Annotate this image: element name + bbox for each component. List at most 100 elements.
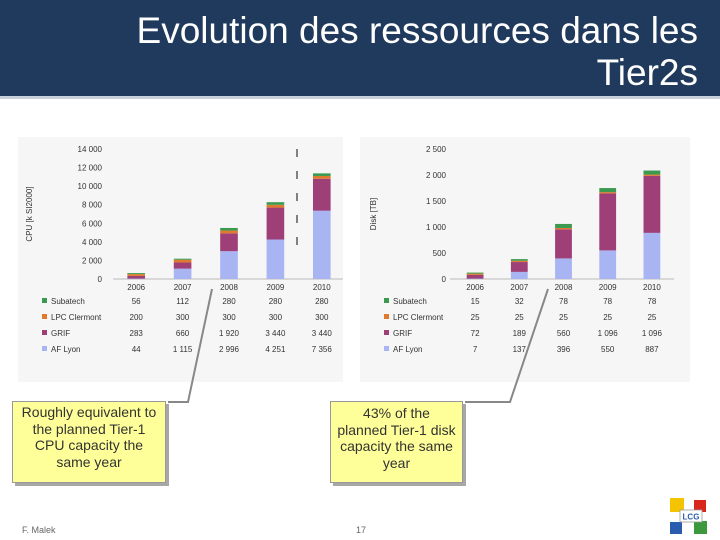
data-label: 550: [601, 345, 615, 354]
bar-segment: [510, 260, 528, 263]
legend-swatch: [384, 346, 389, 351]
data-label: 3 440: [265, 329, 286, 338]
data-label: 1 920: [219, 329, 240, 338]
callout-cpu-line: Roughly equivalent to: [21, 404, 157, 420]
bar-segment: [173, 268, 192, 279]
bar-segment: [266, 202, 285, 205]
bar-segment: [555, 229, 572, 259]
bar-segment: [266, 204, 285, 208]
y-tick-label: 6 000: [82, 219, 103, 228]
data-label: 25: [559, 313, 568, 322]
bar-segment: [466, 274, 484, 279]
data-label: 7 356: [312, 345, 333, 354]
legend-label: LPC Clermont: [393, 313, 444, 322]
slide-title: Evolution des ressources dans les Tier2s: [136, 10, 698, 93]
y-tick-label: 10 000: [78, 182, 103, 191]
bar-segment: [220, 233, 238, 252]
y-tick-label: 500: [433, 249, 447, 258]
data-label: 1 096: [598, 329, 619, 338]
legend-label: GRIF: [393, 329, 412, 338]
data-label: 300: [176, 313, 190, 322]
y-tick-label: 2 000: [426, 171, 447, 180]
callout-cpu-line: CPU capacity the: [34, 437, 144, 453]
bar-segment: [555, 258, 572, 279]
bar-segment: [220, 227, 238, 231]
callout-cpu-line: the planned Tier-1: [32, 420, 146, 437]
y-tick-label: 4 000: [82, 238, 103, 247]
data-label: 660: [176, 329, 190, 338]
y-tick-label: 1 500: [426, 197, 447, 206]
slide-header: Evolution des ressources dans les Tier2s: [0, 0, 720, 96]
x-tick-label: 2006: [127, 283, 145, 292]
bar-segment: [127, 275, 146, 279]
data-label: 78: [647, 297, 656, 306]
callout-disk-line: capacity the same: [340, 438, 453, 454]
data-label: 300: [269, 313, 283, 322]
bar-segment: [173, 258, 192, 260]
data-label: 283: [130, 329, 144, 338]
bar-segment: [510, 262, 528, 272]
data-label: 2 996: [219, 345, 240, 354]
legend-swatch: [384, 314, 389, 319]
bar-segment: [312, 210, 331, 279]
data-label: 78: [559, 297, 568, 306]
data-label: 7: [473, 345, 478, 354]
data-label: 4 251: [265, 345, 286, 354]
y-axis-label: CPU [k SI2000]: [25, 186, 34, 241]
legend-label: GRIF: [51, 329, 70, 338]
x-tick-label: 2010: [643, 283, 661, 292]
legend-swatch: [42, 314, 47, 319]
x-tick-label: 2010: [313, 283, 331, 292]
data-label: 560: [557, 329, 571, 338]
callout-disk-line: year: [382, 454, 411, 471]
data-label: 25: [471, 313, 480, 322]
bar-segment: [599, 250, 617, 279]
data-label: 25: [515, 313, 524, 322]
bar-segment: [173, 262, 192, 269]
data-label: 78: [603, 297, 612, 306]
legend-label: AF Lyon: [393, 345, 423, 354]
data-label: 56: [132, 297, 141, 306]
callout-disk-line: 43% of the: [363, 405, 430, 421]
bar-segment: [510, 271, 528, 279]
bar-segment: [599, 188, 617, 193]
y-axis-label: Disk [TB]: [369, 198, 378, 230]
callout-disk: 43% of the planned Tier-1 disk capacity …: [330, 401, 463, 483]
y-tick-label: 0: [98, 275, 103, 284]
bar-segment: [555, 227, 572, 230]
data-label: 72: [471, 329, 480, 338]
y-tick-label: 12 000: [78, 164, 103, 173]
data-label: 887: [645, 345, 659, 354]
data-label: 15: [471, 297, 480, 306]
bar-segment: [266, 239, 285, 279]
bar-segment: [643, 232, 661, 279]
legend-label: Subatech: [51, 297, 85, 306]
cpu-chart: CPU [k SI2000] 0 2 000 4 000 6 000 8 000 10 00…: [25, 145, 343, 354]
disk-chart: Disk [TB] 0 500 1 000 1 500 2 000 2 500 2006 200…: [369, 145, 674, 354]
data-label: 1 096: [642, 329, 663, 338]
y-tick-label: 8 000: [82, 201, 103, 210]
bar-segment: [643, 175, 661, 233]
callout-cpu-line: same year: [56, 453, 122, 470]
page-number: 17: [356, 525, 367, 535]
callout-cpu: Roughly equivalent to the planned Tier-1…: [12, 401, 166, 483]
bar-segment: [555, 223, 572, 228]
x-tick-label: 2009: [599, 283, 617, 292]
bar-segment: [220, 251, 238, 279]
lcg-logo: LCG: [670, 498, 707, 534]
bar-segment: [173, 259, 192, 263]
x-tick-label: 2007: [174, 283, 192, 292]
x-tick-label: 2008: [220, 283, 238, 292]
data-label: 189: [513, 329, 527, 338]
y-tick-label: 2 500: [426, 145, 447, 154]
data-label: 25: [647, 313, 656, 322]
bar-segment: [220, 230, 238, 234]
x-tick-label: 2006: [466, 283, 484, 292]
data-label: 25: [603, 313, 612, 322]
legend-swatch: [42, 298, 47, 303]
x-tick-label: 2008: [555, 283, 573, 292]
bar-segment: [643, 174, 661, 176]
bar-segment: [466, 273, 484, 275]
data-label: 280: [269, 297, 283, 306]
legend-swatch: [42, 330, 47, 335]
